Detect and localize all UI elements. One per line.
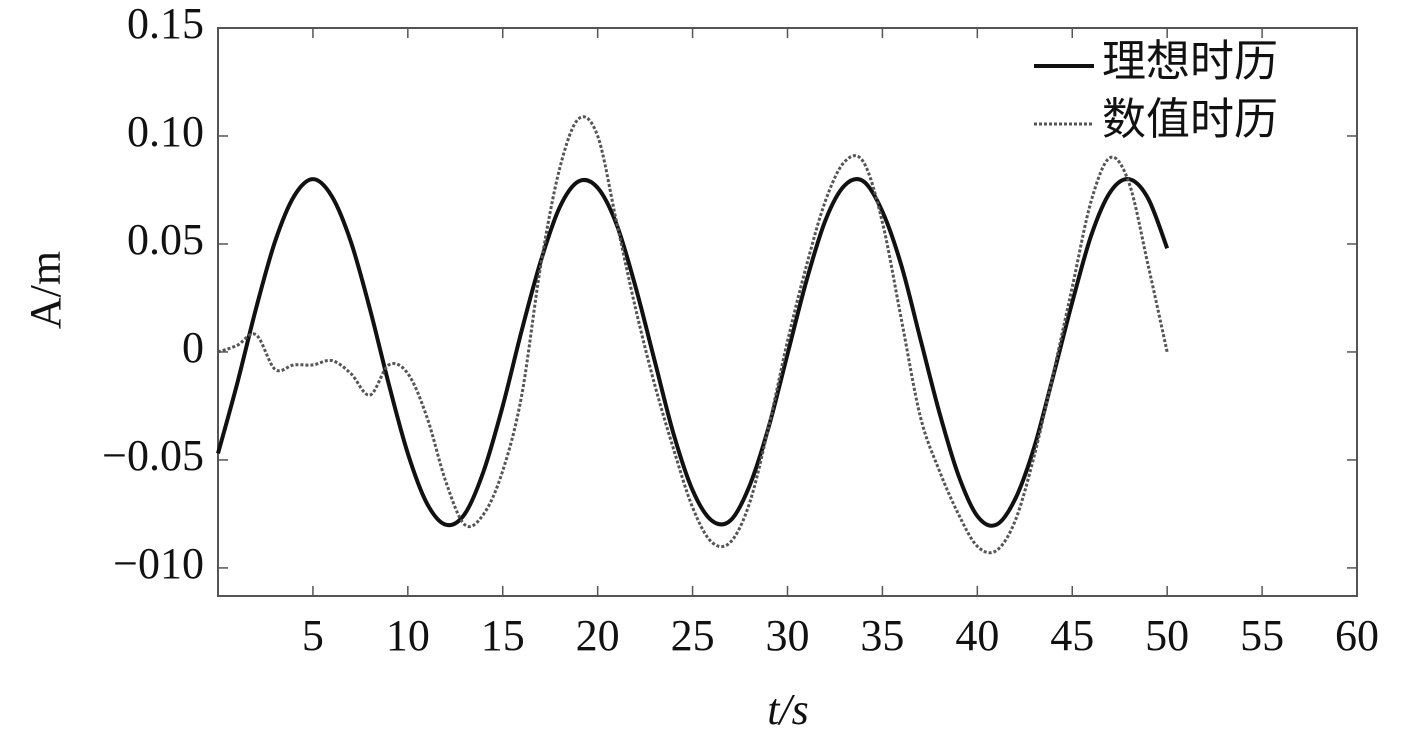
x-tick-label: 35: [860, 611, 904, 660]
y-tick-label: −010: [113, 539, 204, 588]
x-tick-label: 10: [386, 611, 430, 660]
x-tick-label: 25: [671, 611, 715, 660]
legend-label: 理想时历: [1102, 37, 1278, 86]
y-tick-label: 0.15: [127, 0, 204, 48]
legend-label: 数值时历: [1102, 95, 1278, 144]
x-tick-label: 40: [955, 611, 999, 660]
x-tick-label: 45: [1050, 611, 1094, 660]
series-line: [216, 177, 1170, 528]
x-tick-label: 5: [302, 611, 324, 660]
y-axis-label: A/m: [21, 251, 70, 329]
x-axis-label: t/s: [767, 685, 809, 734]
series-line: [217, 115, 1169, 555]
y-tick-label: 0.05: [127, 215, 204, 264]
x-tick-label: 50: [1145, 611, 1189, 660]
x-tick-label: 30: [766, 611, 810, 660]
y-tick-label: 0: [182, 323, 204, 372]
x-tick-label: 55: [1240, 611, 1284, 660]
x-tick-label: 60: [1335, 611, 1379, 660]
y-tick-label: −0.05: [102, 431, 204, 480]
y-tick-label: 0.10: [127, 107, 204, 156]
x-tick-label: 20: [576, 611, 620, 660]
x-tick-label: 15: [481, 611, 525, 660]
